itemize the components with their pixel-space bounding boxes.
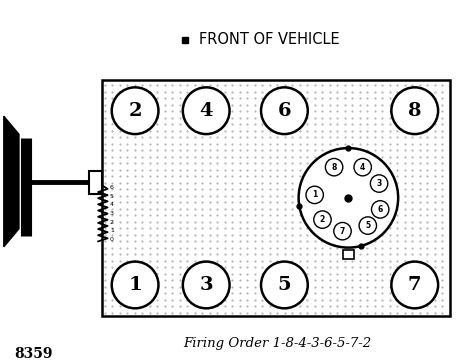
Circle shape — [372, 201, 389, 218]
Text: 4: 4 — [360, 163, 365, 172]
Bar — [89, 171, 102, 194]
Circle shape — [183, 262, 229, 308]
Text: 4: 4 — [200, 102, 213, 120]
Text: 3: 3 — [376, 179, 382, 188]
Text: 0: 0 — [110, 237, 114, 242]
Text: 6: 6 — [278, 102, 291, 120]
Polygon shape — [4, 116, 19, 247]
Text: 8359: 8359 — [14, 347, 53, 361]
Text: 7: 7 — [340, 227, 345, 236]
Circle shape — [392, 262, 438, 308]
Text: 8: 8 — [408, 102, 421, 120]
Text: 6: 6 — [110, 185, 114, 190]
Bar — [343, 250, 354, 258]
Text: 5: 5 — [278, 276, 291, 294]
Circle shape — [392, 87, 438, 134]
Bar — [102, 80, 450, 316]
Circle shape — [261, 262, 308, 308]
Text: 1: 1 — [312, 190, 317, 199]
Text: 4: 4 — [110, 203, 114, 208]
Text: 7: 7 — [408, 276, 421, 294]
Circle shape — [183, 87, 229, 134]
Text: FRONT OF VEHICLE: FRONT OF VEHICLE — [199, 32, 340, 48]
Circle shape — [359, 217, 376, 234]
Text: 5: 5 — [365, 221, 370, 230]
Text: 8: 8 — [331, 163, 337, 172]
Circle shape — [112, 87, 158, 134]
Circle shape — [299, 148, 398, 248]
Circle shape — [112, 262, 158, 308]
Text: 6: 6 — [378, 205, 383, 214]
Circle shape — [325, 159, 343, 176]
Text: 2: 2 — [320, 215, 325, 224]
Text: 1: 1 — [110, 228, 114, 233]
Text: Firing Order 1-8-4-3-6-5-7-2: Firing Order 1-8-4-3-6-5-7-2 — [183, 337, 371, 350]
Circle shape — [370, 175, 388, 192]
Circle shape — [306, 186, 323, 204]
Text: 3: 3 — [110, 211, 114, 216]
Text: 3: 3 — [200, 276, 213, 294]
Circle shape — [314, 211, 331, 228]
Circle shape — [354, 159, 372, 176]
Circle shape — [334, 223, 351, 240]
Text: 2: 2 — [128, 102, 142, 120]
Text: 1: 1 — [128, 276, 142, 294]
Text: 5: 5 — [110, 194, 114, 199]
Circle shape — [261, 87, 308, 134]
Text: 2: 2 — [110, 220, 114, 225]
